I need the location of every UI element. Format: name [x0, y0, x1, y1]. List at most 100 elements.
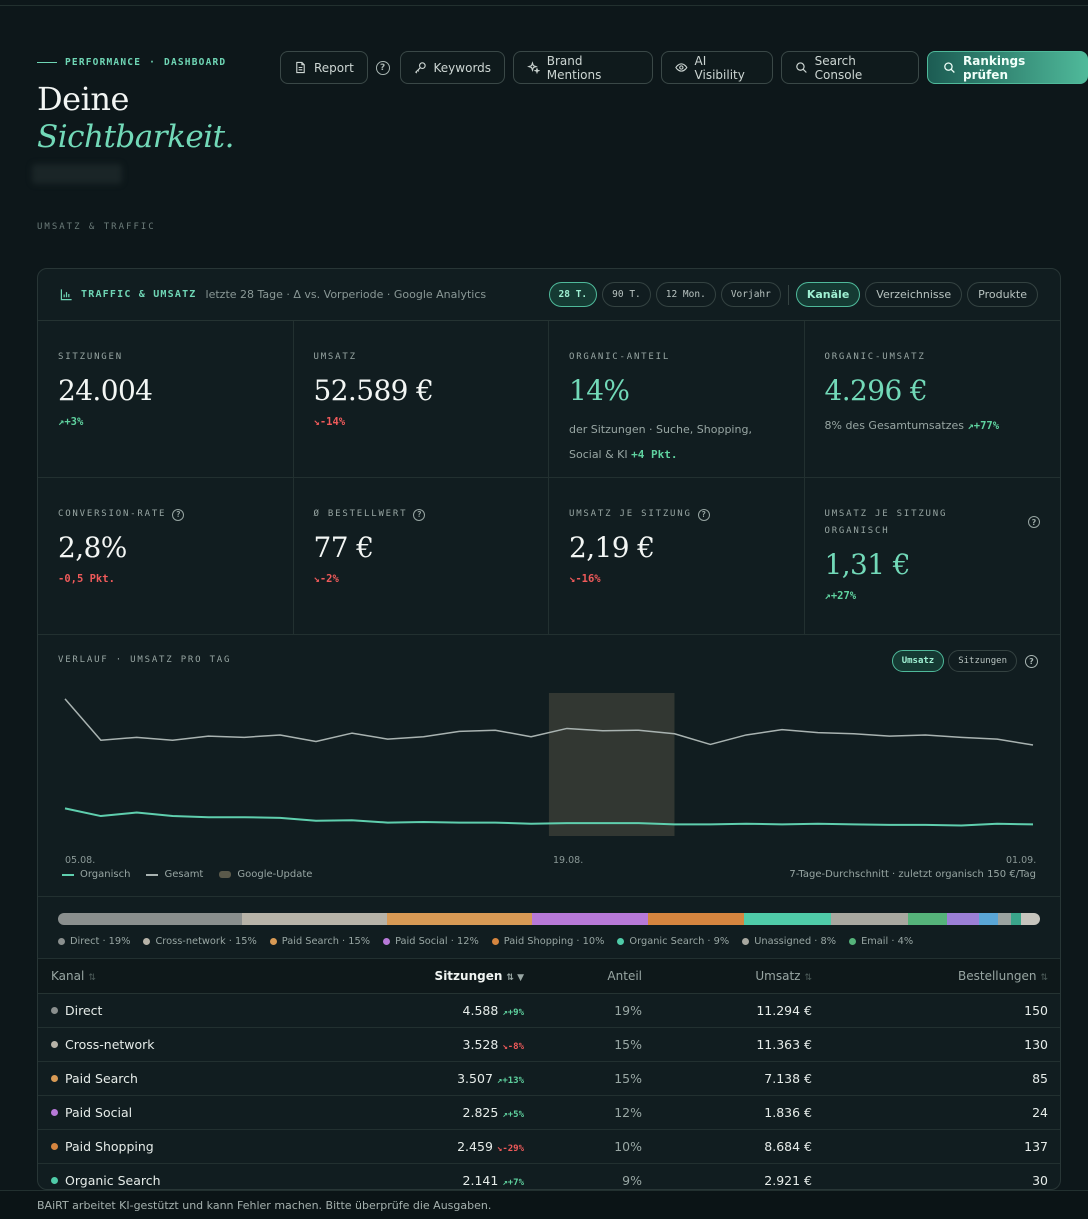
- legend-label: Gesamt: [164, 869, 204, 880]
- help-icon[interactable]: ?: [1028, 516, 1040, 528]
- table-row[interactable]: Paid Shopping 2.459 ↘-29% 10% 8.684 €137: [38, 1129, 1060, 1164]
- distribution-segment: [831, 913, 909, 925]
- help-icon[interactable]: ?: [375, 60, 390, 75]
- kpi-label-text: UMSATZ JE SITZUNG: [569, 509, 692, 519]
- search-console-button[interactable]: Search Console: [780, 51, 920, 84]
- sessions-delta: ↘-29%: [496, 1143, 524, 1154]
- table-header-row: Kanal ⇅ Sitzungen ⇅ ▼ Anteil Umsatz ⇅ Beste…: [38, 959, 1060, 994]
- legend-label: Paid Shopping · 10%: [503, 936, 605, 947]
- legend-dot: [143, 938, 151, 945]
- ai-visibility-button[interactable]: AI Visibility: [660, 51, 773, 84]
- chart-toggles: Umsatz Sitzungen ?: [891, 650, 1040, 672]
- rankings-label: Rankings prüfen: [963, 53, 1026, 82]
- kpi-label-text: CONVERSION-RATE: [58, 509, 167, 519]
- kpi-sitzungen: SITZUNGEN 24.004 ↗+3%: [38, 321, 294, 478]
- cell-anteil: 10%: [524, 1129, 642, 1164]
- range-vorjahr[interactable]: Vorjahr: [720, 282, 781, 307]
- distribution-segment: [58, 913, 242, 925]
- sort-icon: ⇅: [1040, 972, 1048, 983]
- search-console-label: Search Console: [814, 53, 863, 82]
- table-row[interactable]: Paid Search 3.507 ↗+13% 15% 7.138 €85: [38, 1061, 1060, 1096]
- col-kanal[interactable]: Kanal ⇅: [38, 959, 338, 994]
- table-row[interactable]: Paid Social 2.825 ↗+5% 12% 1.836 €24: [38, 1095, 1060, 1130]
- sessions-value: 4.588: [462, 1002, 499, 1018]
- view-verzeichnisse[interactable]: Verzeichnisse: [865, 282, 963, 307]
- kpi-value: 77 €: [313, 531, 375, 564]
- col-label: Bestellungen: [958, 968, 1037, 983]
- view-produkte[interactable]: Produkte: [967, 282, 1038, 307]
- cell-kanal: Direct: [38, 993, 338, 1028]
- channel-name: Organic Search: [65, 1172, 161, 1188]
- cell-umsatz: 11.363 €: [642, 1027, 812, 1062]
- cell-anteil: 19%: [524, 993, 642, 1028]
- table-row[interactable]: Cross-network 3.528 ↘-8% 15% 11.363 €130: [38, 1027, 1060, 1062]
- table-row[interactable]: Direct 4.588 ↗+9% 19% 11.294 €150: [38, 993, 1060, 1028]
- cell-umsatz: 8.684 €: [642, 1129, 812, 1164]
- cell-sitzungen: 2.141 ↗+7%: [338, 1163, 524, 1189]
- kpi-label: CONVERSION-RATE?: [58, 506, 273, 523]
- channel-name: Paid Social: [65, 1104, 133, 1120]
- series-line-organisch: [64, 807, 1034, 827]
- cell-kanal: Paid Search: [38, 1061, 338, 1096]
- channel-dot: [51, 1040, 58, 1048]
- eyebrow-sep: ·: [149, 57, 157, 68]
- keywords-button[interactable]: Keywords: [399, 51, 506, 84]
- distribution-segment: [647, 913, 745, 925]
- sessions-value: 3.507: [457, 1070, 493, 1086]
- sessions-delta: ↗+5%: [502, 1109, 524, 1120]
- rankings-button[interactable]: Rankings prüfen: [927, 51, 1088, 84]
- sessions-delta: ↗+7%: [502, 1177, 524, 1188]
- sessions-delta: ↘-8%: [502, 1041, 524, 1052]
- distribution-segment: [979, 913, 999, 925]
- help-icon[interactable]: ?: [697, 508, 710, 521]
- cell-sitzungen: 3.507 ↗+13%: [338, 1061, 524, 1096]
- col-bestellungen[interactable]: Bestellungen ⇅: [812, 959, 1060, 994]
- kpi-value: 24.004: [58, 374, 153, 407]
- kpi-desc: 8% des Gesamtumsatzes ↗+77%: [825, 417, 1041, 435]
- sparkles-icon: [527, 61, 540, 74]
- toggle-umsatz[interactable]: Umsatz: [891, 650, 945, 672]
- kpi-bestellwert: Ø BESTELLWERT? 77 € ↘-2%: [293, 478, 549, 635]
- kpi-label-text: Ø BESTELLWERT: [313, 509, 408, 519]
- toggle-sitzungen[interactable]: Sitzungen: [948, 650, 1017, 672]
- channel-name: Cross-network: [65, 1036, 155, 1052]
- view-kanaele[interactable]: Kanäle: [795, 282, 861, 307]
- divider: [787, 284, 789, 305]
- kpi-value: 4.296 €: [824, 374, 928, 407]
- col-label: Umsatz: [755, 968, 801, 983]
- range-12m[interactable]: 12 Mon.: [655, 282, 716, 307]
- eye-icon: [675, 63, 688, 72]
- legend-swatch: [62, 873, 74, 876]
- kpi-desc-delta: ↗+77%: [967, 420, 1000, 432]
- kpi-desc-text: der Sitzungen · Suche, Shopping, Social …: [569, 423, 752, 461]
- x-tick: 05.08.: [65, 855, 96, 866]
- table-row[interactable]: Organic Search 2.141 ↗+7% 9% 2.921 €30: [38, 1163, 1060, 1189]
- channel-dot: [51, 1006, 58, 1014]
- col-sitzungen[interactable]: Sitzungen ⇅ ▼: [338, 959, 524, 994]
- chart-note: 7-Tage-Durchschnitt · zuletzt organisch …: [789, 869, 1036, 880]
- channel-distribution: Direct · 19% Cross-network · 15% Paid Sear…: [38, 897, 1060, 959]
- sessions-value: 2.825: [462, 1104, 499, 1120]
- help-icon[interactable]: ?: [172, 508, 185, 521]
- sort-desc-icon: ⇅ ▼: [506, 972, 524, 983]
- report-button[interactable]: Report: [280, 51, 368, 84]
- legend-swatch: [219, 871, 232, 878]
- distribution-segment: [947, 913, 980, 925]
- sessions-delta: ↗+9%: [502, 1007, 524, 1018]
- x-tick: 01.09.: [1006, 855, 1037, 866]
- cell-umsatz: 7.138 €: [642, 1061, 812, 1096]
- page-title-line2: Sichtbarkeit.: [37, 119, 234, 155]
- col-anteil[interactable]: Anteil: [524, 959, 642, 994]
- cell-bestellungen: 30: [812, 1163, 1060, 1189]
- cell-anteil: 12%: [524, 1095, 642, 1130]
- cell-anteil: 15%: [524, 1027, 642, 1062]
- brand-mentions-button[interactable]: Brand Mentions: [513, 51, 653, 84]
- range-90[interactable]: 90 T.: [602, 282, 651, 307]
- range-28[interactable]: 28 T.: [548, 282, 598, 307]
- col-umsatz[interactable]: Umsatz ⇅: [642, 959, 812, 994]
- page-title-line1: Deine: [37, 80, 129, 118]
- kpi-desc-text: 8% des Gesamtumsatzes: [824, 419, 964, 432]
- help-icon[interactable]: ?: [413, 508, 426, 521]
- sort-icon: ⇅: [88, 972, 96, 983]
- help-icon[interactable]: ?: [1025, 654, 1038, 668]
